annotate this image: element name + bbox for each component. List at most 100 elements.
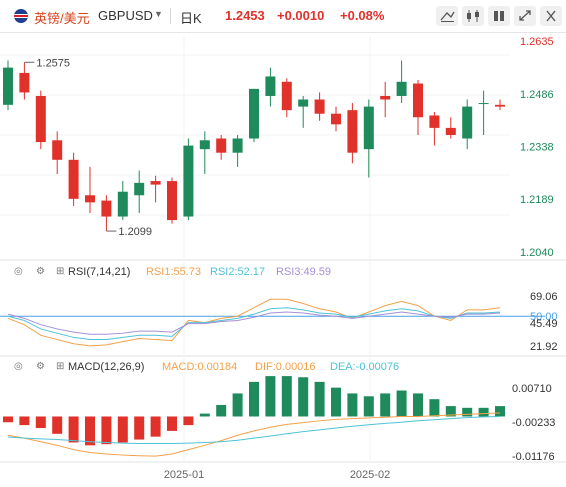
candle-body <box>281 81 292 111</box>
macd-histogram-bar <box>265 376 276 417</box>
macd-histogram-bar <box>495 406 505 417</box>
dea-line <box>7 415 501 445</box>
candle-body <box>117 191 128 217</box>
macd-histogram-bar <box>232 393 243 417</box>
macd-histogram-bar <box>396 390 407 417</box>
candle-body <box>314 99 325 114</box>
macd-value: MACD:0.00184 <box>162 361 238 373</box>
uk-flag-icon <box>14 9 28 23</box>
candle-body <box>298 99 309 107</box>
candle-body <box>85 195 95 203</box>
candle-body <box>265 76 276 96</box>
drawing-tools-icon <box>494 11 504 21</box>
settings-gear-icon[interactable]: ⚙ <box>36 361 45 372</box>
rsi-axis-tick: 21.92 <box>530 341 558 353</box>
drawing-tools-button[interactable] <box>488 6 510 26</box>
collapse-icon[interactable]: ◎ <box>14 266 23 277</box>
expand-icon[interactable]: ⊞ <box>56 266 65 277</box>
macd-histogram-bar <box>413 393 423 417</box>
candle-body <box>478 103 489 105</box>
macd-histogram-bar <box>478 407 489 417</box>
fullscreen-icon <box>519 10 531 21</box>
candle-body <box>199 140 210 150</box>
macd-histogram-bar <box>281 376 292 417</box>
rsi1-line <box>7 298 501 347</box>
close-button[interactable] <box>540 6 562 26</box>
candle-body <box>134 182 145 196</box>
chart-settings-button[interactable] <box>436 6 458 26</box>
fullscreen-button[interactable] <box>514 6 536 26</box>
candle-body <box>216 138 227 153</box>
candle-body <box>347 110 358 153</box>
macd-histogram-bar <box>429 399 440 417</box>
candle-body <box>249 88 259 139</box>
macd-histogram-bar <box>216 404 227 417</box>
macd-histogram-bar <box>347 393 358 417</box>
price-change: +0.0010 <box>277 8 325 23</box>
macd-histogram-bar <box>19 416 30 426</box>
candle-body <box>413 83 423 118</box>
macd-histogram-bar <box>68 416 79 443</box>
candle-body <box>101 200 112 217</box>
period-low-label: 1.2099 <box>118 226 152 238</box>
close-icon <box>546 10 556 22</box>
macd-histogram-bar <box>249 381 259 417</box>
rsi-axis-tick: 45.49 <box>530 318 558 330</box>
candle-body <box>363 106 374 150</box>
expand-icon[interactable]: ⊞ <box>56 361 65 372</box>
rsi1-value: RSI1:55.73 <box>146 266 202 278</box>
indicator-button[interactable] <box>462 6 484 26</box>
rsi-axis-tick: 69.06 <box>530 291 558 303</box>
macd-histogram-bar <box>35 416 46 429</box>
price-axis-tick: 1.2486 <box>520 89 554 101</box>
toolbar-divider <box>170 8 171 24</box>
macd-histogram-bar <box>134 416 145 440</box>
macd-histogram-bar <box>298 377 309 417</box>
macd-axis-tick: 0.00710 <box>512 383 552 395</box>
candle-body <box>429 115 440 128</box>
rsi-axis-tick: 50.00 <box>530 311 558 323</box>
macd-axis-tick: -0.01176 <box>512 451 555 463</box>
collapse-icon[interactable]: ◎ <box>14 361 23 372</box>
rsi-panel-header: ◎ ⚙ ⊞ RSI(7,14,21) RSI1:55.73 RSI2:52.17… <box>0 266 566 280</box>
symbol-code[interactable]: GBPUSD <box>98 8 153 23</box>
macd-histogram-bar <box>380 393 391 417</box>
candle-body <box>68 159 79 199</box>
candle-body <box>495 104 505 107</box>
candle-body <box>3 67 13 105</box>
dea-value: DEA:-0.00076 <box>330 361 400 373</box>
dif-line <box>7 412 501 457</box>
symbol-name-cn[interactable]: 英镑/美元 <box>34 11 90 26</box>
candle-body <box>52 140 63 160</box>
candle-body <box>232 138 243 153</box>
macd-histogram-bar <box>363 396 374 417</box>
price-change-percent: +0.08% <box>340 8 385 23</box>
candle-body <box>167 181 177 221</box>
chart-settings-icon <box>440 11 455 22</box>
symbol-dropdown-icon[interactable]: ▼ <box>154 9 163 19</box>
macd-histogram-bar <box>117 416 128 443</box>
macd-histogram-bar <box>150 416 161 437</box>
macd-panel-header: ◎ ⚙ ⊞ MACD(12,26,9) MACD:0.00184 DIF:0.0… <box>0 361 566 375</box>
macd-histogram-bar <box>85 416 95 446</box>
period-selector[interactable]: 日K <box>180 11 202 26</box>
macd-histogram-bar <box>101 416 112 445</box>
macd-axis-tick: -0.00233 <box>512 417 555 429</box>
last-price: 1.2453 <box>225 8 265 23</box>
macd-histogram-bar <box>52 416 63 434</box>
macd-histogram-bar <box>199 413 210 417</box>
indicator-icon <box>467 10 479 22</box>
macd-histogram-bar <box>331 387 341 417</box>
candle-body <box>19 72 30 93</box>
price-axis-tick: 1.2040 <box>520 247 554 259</box>
macd-histogram-bar <box>183 416 194 426</box>
rsi2-value: RSI2:52.17 <box>210 266 266 278</box>
settings-gear-icon[interactable]: ⚙ <box>36 266 45 277</box>
candle-body <box>462 106 473 139</box>
macd-histogram-bar <box>314 381 325 417</box>
rsi3-value: RSI3:49.59 <box>276 266 332 278</box>
chart-toolbar: 英镑/美元 GBPUSD ▼ 日K 1.2453 +0.0010 +0.08% <box>0 0 566 33</box>
candle-body <box>396 81 407 96</box>
rsi2-line <box>7 307 501 341</box>
